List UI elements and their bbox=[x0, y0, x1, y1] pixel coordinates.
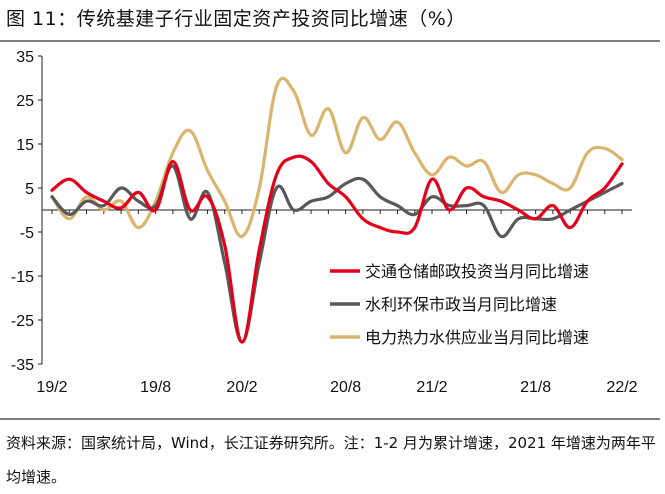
y-tick-label: -15 bbox=[11, 269, 34, 286]
line-chart: -35 -25 -15 -5 5 15 25 35 19/2 19/8 20/2 20/8 21/2 21… bbox=[11, 49, 638, 396]
source-note: 资料来源：国家统计局，Wind，长江证券研究所。注：1-2 月为累计增速，202… bbox=[6, 434, 656, 486]
title-divider bbox=[0, 40, 660, 42]
y-tick-label: 25 bbox=[16, 93, 34, 110]
footer-divider bbox=[0, 418, 660, 420]
y-tick-label: -25 bbox=[11, 313, 34, 330]
x-tick-label: 21/8 bbox=[520, 379, 551, 396]
legend-label-3: 电力热力水供应业当月同比增速 bbox=[365, 328, 589, 347]
x-tick-label: 19/8 bbox=[140, 379, 171, 396]
y-tick-label: 15 bbox=[16, 137, 34, 154]
legend-label-2: 水利环保市政当月同比增速 bbox=[365, 295, 557, 314]
x-tick-label: 21/2 bbox=[416, 379, 447, 396]
series-line-1 bbox=[50, 154, 624, 344]
x-tick-label: 20/2 bbox=[226, 379, 257, 396]
y-tick-label: 5 bbox=[25, 181, 34, 198]
x-tick-label: 22/2 bbox=[606, 379, 637, 396]
y-tick-label: -35 bbox=[11, 357, 34, 374]
legend-label-1: 交通仓储邮政投资当月同比增速 bbox=[365, 262, 589, 281]
figure-title: 图 11：传统基建子行业固定资产投资同比增速（%） bbox=[6, 8, 466, 30]
x-tick-label: 19/2 bbox=[36, 379, 67, 396]
y-tick-label: -5 bbox=[20, 225, 34, 242]
y-tick-label: 35 bbox=[16, 49, 34, 66]
x-tick-label: 20/8 bbox=[330, 379, 361, 396]
series-line-3 bbox=[50, 76, 624, 238]
